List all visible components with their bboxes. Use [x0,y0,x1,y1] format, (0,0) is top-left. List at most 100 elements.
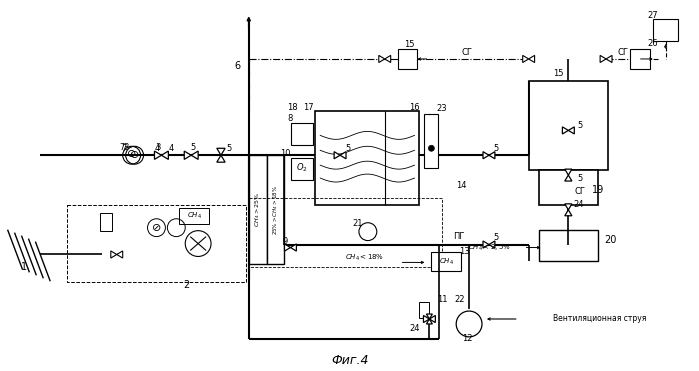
Text: Вентиляционная струя: Вентиляционная струя [554,315,647,324]
Text: $25\%>CH_4>18\%$: $25\%>CH_4>18\%$ [271,185,280,235]
Text: 24: 24 [409,324,420,334]
Text: ⊘: ⊘ [152,223,161,233]
Text: 18: 18 [287,103,298,112]
Bar [419,302,429,318]
Text: 7: 7 [119,143,124,152]
Polygon shape [523,55,528,63]
Text: 16: 16 [409,103,420,112]
Bar [398,49,417,69]
Text: 5: 5 [577,121,583,130]
Bar [179,208,209,224]
Text: 5: 5 [493,144,498,153]
Bar [315,111,419,205]
Text: 5: 5 [577,174,583,183]
Circle shape [428,145,434,151]
Bar [424,114,438,168]
Polygon shape [565,169,572,175]
Polygon shape [568,127,575,134]
Polygon shape [111,251,117,258]
Polygon shape [117,251,123,258]
Text: 13: 13 [459,247,470,256]
Text: $CH_4<2,5\%$: $CH_4<2,5\%$ [468,242,510,253]
Text: 20: 20 [604,234,617,244]
Bar [538,170,598,205]
Bar [653,19,677,41]
Text: 4: 4 [154,144,160,153]
Text: СГ: СГ [617,49,628,58]
Text: Фиг.4: Фиг.4 [331,354,369,367]
Text: 15: 15 [404,40,415,49]
Polygon shape [217,148,225,155]
Polygon shape [606,55,612,63]
Polygon shape [426,314,433,319]
Text: СГ: СГ [461,49,473,58]
Text: 6: 6 [235,61,241,71]
Text: 5: 5 [493,233,498,242]
Polygon shape [429,315,435,322]
Polygon shape [340,152,346,159]
Polygon shape [379,55,384,63]
Text: 3: 3 [123,143,129,152]
Text: ПГ: ПГ [454,232,465,241]
Text: $O_2$: $O_2$ [296,162,308,174]
Text: 4: 4 [168,144,174,153]
Text: 26: 26 [647,39,658,47]
Text: ⊙: ⊙ [130,150,139,160]
Text: $CH_4$: $CH_4$ [439,256,454,266]
Polygon shape [334,152,340,159]
Text: 9: 9 [283,237,288,246]
Text: 2: 2 [183,280,189,290]
Polygon shape [565,204,572,210]
Text: 5: 5 [191,143,196,152]
Polygon shape [489,152,495,159]
Text: 5: 5 [345,144,351,153]
Bar [291,124,313,145]
Text: 15: 15 [553,69,563,78]
Text: 14: 14 [456,181,466,190]
Text: 10: 10 [280,149,291,158]
Text: 21: 21 [353,219,363,228]
Text: 12: 12 [462,334,473,343]
Polygon shape [483,241,489,248]
Text: 24: 24 [573,200,584,209]
Text: 19: 19 [592,185,604,195]
Polygon shape [192,151,198,160]
Bar [291,158,313,180]
Text: 27: 27 [647,11,658,20]
Polygon shape [424,315,429,322]
Polygon shape [217,155,225,162]
Text: $CH_4<18\%$: $CH_4<18\%$ [345,252,384,263]
Bar [100,213,112,231]
Text: 17: 17 [303,103,314,112]
Text: 7: 7 [121,144,127,153]
Text: $CH_4>25\%$: $CH_4>25\%$ [253,192,262,227]
Text: СГ: СГ [575,187,586,197]
Bar [528,81,608,170]
Bar [630,49,650,69]
Bar [431,252,461,271]
Text: 22: 22 [454,295,464,303]
Text: 8: 8 [288,114,293,123]
Text: 1: 1 [22,262,27,272]
Polygon shape [489,241,495,248]
Polygon shape [154,151,161,160]
Polygon shape [565,210,572,216]
Polygon shape [291,244,296,251]
Polygon shape [563,127,568,134]
Text: 5: 5 [226,144,231,153]
Bar [266,155,284,265]
Polygon shape [483,152,489,159]
Text: 23: 23 [436,104,447,113]
Bar [538,230,598,262]
Text: ⊙: ⊙ [127,149,136,159]
Polygon shape [565,175,572,181]
Polygon shape [161,151,168,160]
Text: 11: 11 [437,295,447,303]
Polygon shape [426,319,433,324]
Polygon shape [528,55,535,63]
Text: $CH_4$: $CH_4$ [187,211,202,221]
Polygon shape [384,55,391,63]
Bar [249,155,266,265]
Polygon shape [185,151,192,160]
Polygon shape [284,244,291,251]
